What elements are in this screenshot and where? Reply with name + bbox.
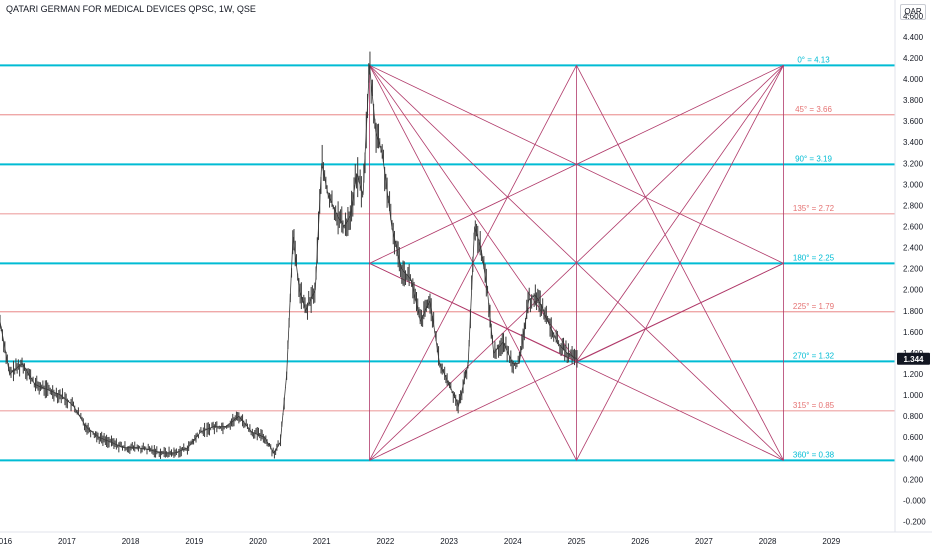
level-label-3: 135° = 2.72 bbox=[793, 204, 835, 213]
level-label-5: 225° = 1.79 bbox=[793, 302, 835, 311]
square-line-12 bbox=[369, 65, 577, 362]
x-tick-label-7: 2023 bbox=[440, 537, 458, 546]
y-tick-label-19: 3.600 bbox=[903, 117, 924, 126]
x-tick-label-11: 2027 bbox=[695, 537, 713, 546]
last-price-badge bbox=[897, 352, 930, 365]
level-label-1: 45° = 3.66 bbox=[795, 105, 832, 114]
level-label-8: 360° = 0.38 bbox=[793, 450, 835, 459]
y-tick-label-12: 2.200 bbox=[903, 265, 924, 274]
x-tick-label-4: 2020 bbox=[249, 537, 267, 546]
y-tick-label-23: 4.400 bbox=[903, 33, 924, 42]
level-label-6: 270° = 1.32 bbox=[793, 351, 835, 360]
last-price-label: 1.344 bbox=[903, 355, 924, 364]
level-labels: 0° = 4.13 45° = 3.66 90° = 3.19 135° = 2.72… bbox=[793, 55, 835, 459]
x-tick-label-2: 2018 bbox=[122, 537, 140, 546]
y-tick-label-17: 3.200 bbox=[903, 159, 924, 168]
x-tick-label-8: 2024 bbox=[504, 537, 522, 546]
x-tick-label-12: 2028 bbox=[759, 537, 777, 546]
price-line bbox=[0, 65, 577, 454]
y-tick-label-21: 4.000 bbox=[903, 75, 924, 84]
square-line-14 bbox=[576, 65, 784, 362]
y-tick-label-2: 0.200 bbox=[903, 475, 924, 484]
chart-title: QATARI GERMAN FOR MEDICAL DEVICES QPSC, … bbox=[6, 4, 256, 14]
y-tick-label-7: 1.200 bbox=[903, 370, 924, 379]
x-tick-label-1: 2017 bbox=[58, 537, 76, 546]
currency-button[interactable]: QAR bbox=[900, 4, 926, 20]
y-tick-label-14: 2.600 bbox=[903, 222, 924, 231]
y-tick-label-20: 3.800 bbox=[903, 96, 924, 105]
x-tick-label-13: 2029 bbox=[822, 537, 840, 546]
y-tick-label-9: 1.600 bbox=[903, 328, 924, 337]
y-tick-label-6: 1.000 bbox=[903, 391, 924, 400]
x-tick-label-5: 2021 bbox=[313, 537, 331, 546]
level-lines bbox=[0, 64, 895, 462]
time-axis: 2016 2017 2018 2019 2020 2021 2022 2023 2024 2025… bbox=[0, 537, 841, 546]
y-tick-label-22: 4.200 bbox=[903, 54, 924, 63]
y-tick-label-0: -0.200 bbox=[903, 517, 926, 526]
x-tick-label-0: 2016 bbox=[0, 537, 13, 546]
square-line-7 bbox=[576, 65, 784, 461]
x-tick-label-3: 2019 bbox=[185, 537, 203, 546]
y-tick-label-16: 3.000 bbox=[903, 180, 924, 189]
y-tick-label-15: 2.800 bbox=[903, 201, 924, 210]
y-tick-label-13: 2.400 bbox=[903, 244, 924, 253]
square-line-15 bbox=[576, 263, 784, 362]
y-tick-label-5: 0.800 bbox=[903, 412, 924, 421]
y-tick-label-24: 4.600 bbox=[903, 12, 924, 21]
level-label-7: 315° = 0.85 bbox=[793, 401, 835, 410]
y-tick-label-1: -0.000 bbox=[903, 496, 926, 505]
x-tick-label-6: 2022 bbox=[376, 537, 394, 546]
y-tick-label-4: 0.600 bbox=[903, 433, 924, 442]
y-tick-label-3: 0.400 bbox=[903, 454, 924, 463]
level-label-4: 180° = 2.25 bbox=[793, 253, 835, 262]
x-tick-label-9: 2025 bbox=[568, 537, 586, 546]
y-tick-label-18: 3.400 bbox=[903, 138, 924, 147]
y-tick-label-10: 1.800 bbox=[903, 307, 924, 316]
x-tick-label-10: 2026 bbox=[631, 537, 649, 546]
price-axis: -0.200 -0.000 0.200 0.400 0.600 0.800 1.000 1.2… bbox=[897, 12, 930, 526]
level-label-0: 0° = 4.13 bbox=[797, 55, 830, 64]
y-tick-label-11: 2.000 bbox=[903, 286, 924, 295]
price-series bbox=[0, 51, 578, 459]
level-label-2: 90° = 3.19 bbox=[795, 154, 832, 163]
